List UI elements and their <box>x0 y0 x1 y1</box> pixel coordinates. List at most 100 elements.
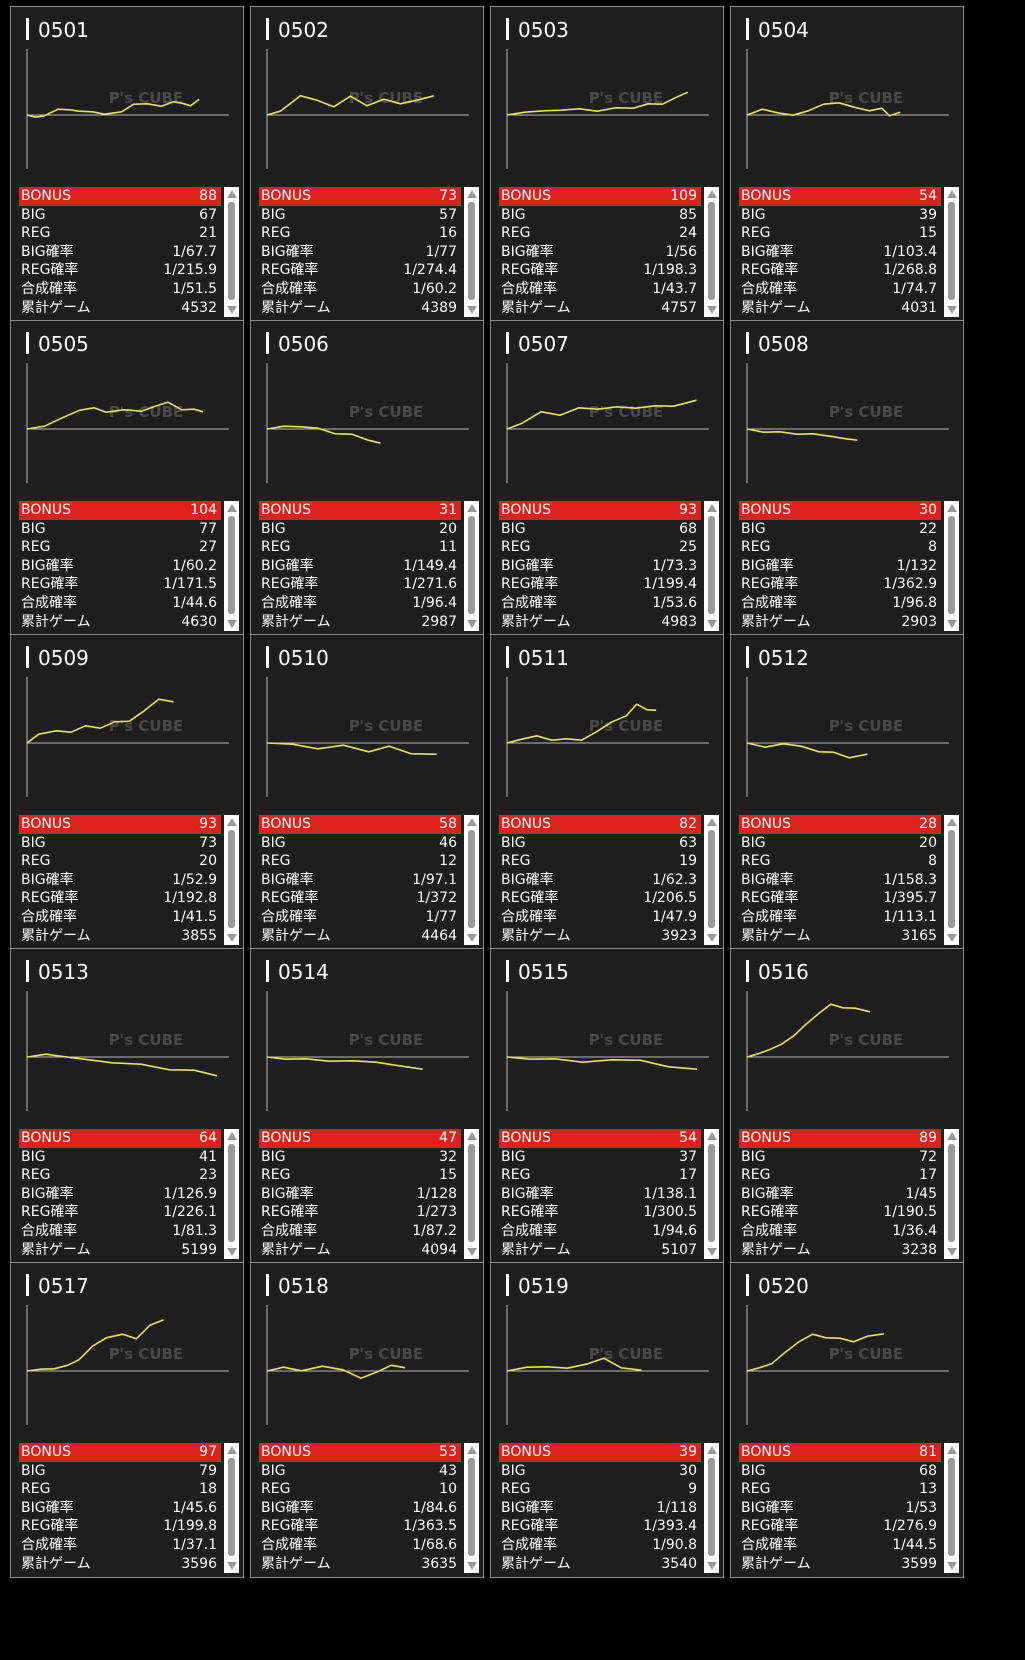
scroll-up-arrow-icon[interactable] <box>227 1132 237 1140</box>
scroll-thumb[interactable] <box>228 1144 235 1242</box>
stats-scrollbar[interactable] <box>704 1129 719 1259</box>
scroll-up-arrow-icon[interactable] <box>227 1446 237 1454</box>
scroll-down-arrow-icon[interactable] <box>947 1248 957 1256</box>
machine-card-0518[interactable]: 0518 P's CUBE BONUS 53 BIG 43 REG 10 BIG… <box>250 1262 484 1578</box>
scroll-up-arrow-icon[interactable] <box>707 818 717 826</box>
scroll-down-arrow-icon[interactable] <box>947 934 957 942</box>
machine-card-0504[interactable]: 0504 P's CUBE BONUS 54 BIG 39 REG 15 BIG… <box>730 6 964 322</box>
scroll-up-arrow-icon[interactable] <box>227 190 237 198</box>
scroll-up-arrow-icon[interactable] <box>227 504 237 512</box>
scroll-thumb[interactable] <box>948 1144 955 1242</box>
scroll-down-arrow-icon[interactable] <box>227 1248 237 1256</box>
scroll-thumb[interactable] <box>708 830 715 928</box>
scroll-down-arrow-icon[interactable] <box>947 1562 957 1570</box>
machine-card-0511[interactable]: 0511 P's CUBE BONUS 82 BIG 63 REG 19 BIG… <box>490 634 724 950</box>
stats-scrollbar[interactable] <box>944 1129 959 1259</box>
scroll-thumb[interactable] <box>708 1144 715 1242</box>
machine-card-0520[interactable]: 0520 P's CUBE BONUS 81 BIG 68 REG 13 BIG… <box>730 1262 964 1578</box>
scroll-up-arrow-icon[interactable] <box>467 504 477 512</box>
scroll-up-arrow-icon[interactable] <box>947 818 957 826</box>
scroll-up-arrow-icon[interactable] <box>707 1132 717 1140</box>
scroll-down-arrow-icon[interactable] <box>227 934 237 942</box>
scroll-down-arrow-icon[interactable] <box>707 1248 717 1256</box>
stats-scrollbar[interactable] <box>224 1443 239 1573</box>
scroll-thumb[interactable] <box>948 202 955 300</box>
scroll-thumb[interactable] <box>228 516 235 614</box>
scroll-down-arrow-icon[interactable] <box>227 306 237 314</box>
scroll-up-arrow-icon[interactable] <box>947 504 957 512</box>
scroll-up-arrow-icon[interactable] <box>947 1446 957 1454</box>
stats-scrollbar[interactable] <box>944 501 959 631</box>
scroll-up-arrow-icon[interactable] <box>947 190 957 198</box>
stats-scrollbar[interactable] <box>944 1443 959 1573</box>
scroll-down-arrow-icon[interactable] <box>467 620 477 628</box>
scroll-thumb[interactable] <box>468 1458 475 1556</box>
scroll-down-arrow-icon[interactable] <box>467 1248 477 1256</box>
scroll-thumb[interactable] <box>228 830 235 928</box>
scroll-thumb[interactable] <box>948 1458 955 1556</box>
stats-scrollbar[interactable] <box>464 187 479 317</box>
scroll-down-arrow-icon[interactable] <box>707 306 717 314</box>
scroll-thumb[interactable] <box>468 1144 475 1242</box>
machine-card-0517[interactable]: 0517 P's CUBE BONUS 97 BIG 79 REG 18 BIG… <box>10 1262 244 1578</box>
scroll-thumb[interactable] <box>228 202 235 300</box>
scroll-up-arrow-icon[interactable] <box>227 818 237 826</box>
scroll-thumb[interactable] <box>708 516 715 614</box>
scroll-down-arrow-icon[interactable] <box>947 306 957 314</box>
scroll-thumb[interactable] <box>948 516 955 614</box>
stats-scrollbar[interactable] <box>704 1443 719 1573</box>
machine-card-0508[interactable]: 0508 P's CUBE BONUS 30 BIG 22 REG 8 BIG確… <box>730 320 964 636</box>
scroll-up-arrow-icon[interactable] <box>467 190 477 198</box>
machine-card-0509[interactable]: 0509 P's CUBE BONUS 93 BIG 73 REG 20 BIG… <box>10 634 244 950</box>
scroll-thumb[interactable] <box>468 830 475 928</box>
scroll-up-arrow-icon[interactable] <box>467 1446 477 1454</box>
scroll-down-arrow-icon[interactable] <box>707 1562 717 1570</box>
machine-card-0503[interactable]: 0503 P's CUBE BONUS 109 BIG 85 REG 24 BI… <box>490 6 724 322</box>
stats-scrollbar[interactable] <box>224 501 239 631</box>
scroll-thumb[interactable] <box>708 1458 715 1556</box>
scroll-up-arrow-icon[interactable] <box>947 1132 957 1140</box>
machine-card-0507[interactable]: 0507 P's CUBE BONUS 93 BIG 68 REG 25 BIG… <box>490 320 724 636</box>
machine-card-0510[interactable]: 0510 P's CUBE BONUS 58 BIG 46 REG 12 BIG… <box>250 634 484 950</box>
scroll-thumb[interactable] <box>708 202 715 300</box>
machine-card-0506[interactable]: 0506 P's CUBE BONUS 31 BIG 20 REG 11 BIG… <box>250 320 484 636</box>
scroll-thumb[interactable] <box>468 516 475 614</box>
scroll-up-arrow-icon[interactable] <box>707 1446 717 1454</box>
scroll-thumb[interactable] <box>468 202 475 300</box>
stats-scrollbar[interactable] <box>224 815 239 945</box>
stats-scrollbar[interactable] <box>464 1443 479 1573</box>
scroll-down-arrow-icon[interactable] <box>947 620 957 628</box>
scroll-down-arrow-icon[interactable] <box>467 306 477 314</box>
scroll-down-arrow-icon[interactable] <box>467 1562 477 1570</box>
scroll-down-arrow-icon[interactable] <box>227 620 237 628</box>
machine-card-0505[interactable]: 0505 P's CUBE BONUS 104 BIG 77 REG 27 BI… <box>10 320 244 636</box>
machine-card-0502[interactable]: 0502 P's CUBE BONUS 73 BIG 57 REG 16 BIG… <box>250 6 484 322</box>
machine-card-0515[interactable]: 0515 P's CUBE BONUS 54 BIG 37 REG 17 BIG… <box>490 948 724 1264</box>
scroll-down-arrow-icon[interactable] <box>707 620 717 628</box>
machine-card-0514[interactable]: 0514 P's CUBE BONUS 47 BIG 32 REG 15 BIG… <box>250 948 484 1264</box>
scroll-up-arrow-icon[interactable] <box>467 818 477 826</box>
machine-card-0519[interactable]: 0519 P's CUBE BONUS 39 BIG 30 REG 9 BIG確… <box>490 1262 724 1578</box>
scroll-thumb[interactable] <box>948 830 955 928</box>
scroll-down-arrow-icon[interactable] <box>707 934 717 942</box>
machine-card-0501[interactable]: 0501 P's CUBE BONUS 88 BIG 67 REG 21 BIG… <box>10 6 244 322</box>
machine-card-0513[interactable]: 0513 P's CUBE BONUS 64 BIG 41 REG 23 BIG… <box>10 948 244 1264</box>
stats-scrollbar[interactable] <box>464 1129 479 1259</box>
scroll-up-arrow-icon[interactable] <box>707 504 717 512</box>
scroll-down-arrow-icon[interactable] <box>227 1562 237 1570</box>
scroll-up-arrow-icon[interactable] <box>467 1132 477 1140</box>
scroll-up-arrow-icon[interactable] <box>707 190 717 198</box>
stats-scrollbar[interactable] <box>944 815 959 945</box>
stats-scrollbar[interactable] <box>704 187 719 317</box>
stats-scrollbar[interactable] <box>224 187 239 317</box>
stats-scrollbar[interactable] <box>704 501 719 631</box>
scroll-down-arrow-icon[interactable] <box>467 934 477 942</box>
stats-scrollbar[interactable] <box>224 1129 239 1259</box>
stats-scrollbar[interactable] <box>464 815 479 945</box>
stats-scrollbar[interactable] <box>944 187 959 317</box>
machine-card-0516[interactable]: 0516 P's CUBE BONUS 89 BIG 72 REG 17 BIG… <box>730 948 964 1264</box>
stats-scrollbar[interactable] <box>704 815 719 945</box>
scroll-thumb[interactable] <box>228 1458 235 1556</box>
stats-scrollbar[interactable] <box>464 501 479 631</box>
machine-card-0512[interactable]: 0512 P's CUBE BONUS 28 BIG 20 REG 8 BIG確… <box>730 634 964 950</box>
